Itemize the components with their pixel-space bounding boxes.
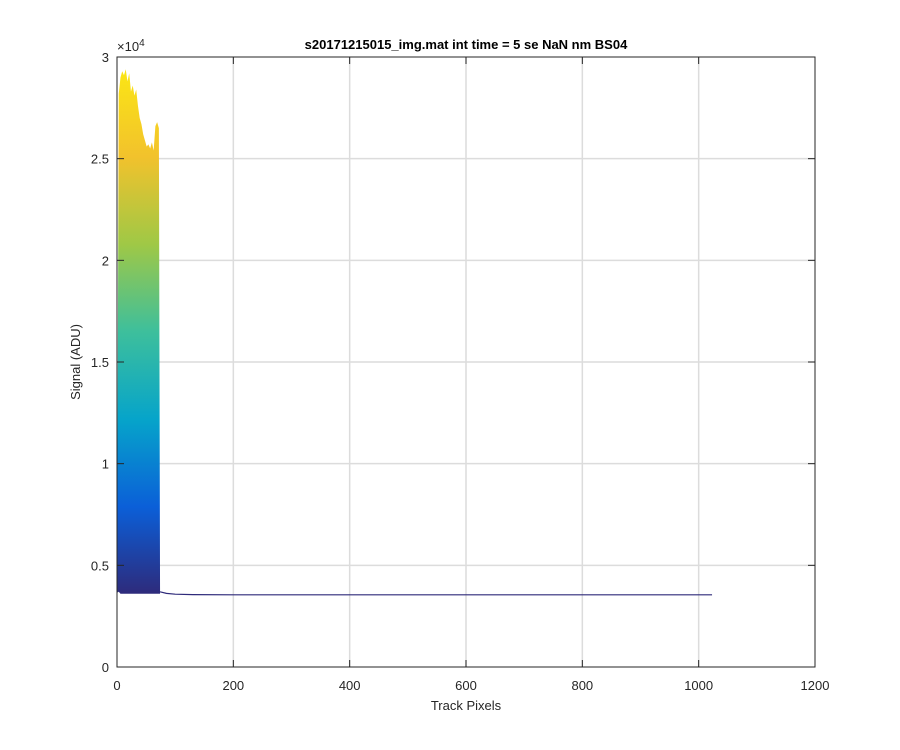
x-tick-label: 0	[113, 678, 120, 693]
x-tick-label: 600	[455, 678, 477, 693]
x-tick-label: 1200	[801, 678, 830, 693]
y-tick-label: 1	[102, 457, 109, 472]
y-exponent-label: ×104	[117, 38, 145, 54]
x-tick-label: 200	[222, 678, 244, 693]
x-tick-label: 800	[571, 678, 593, 693]
y-tick-label: 1.5	[91, 355, 109, 370]
x-axis-label: Track Pixels	[431, 698, 502, 713]
x-tick-label: 400	[339, 678, 361, 693]
tick-labels: 0 200 400 600 800 1000 1200 0 0.5 1 1.5 2 2.5 3	[91, 50, 830, 693]
y-tick-label: 2.5	[91, 152, 109, 167]
signal-baseline-line	[159, 591, 713, 596]
grid	[117, 57, 815, 667]
signal-fill-area	[117, 69, 161, 594]
y-tick-label: 3	[102, 50, 109, 65]
y-tick-label: 0.5	[91, 558, 109, 573]
chart-title: s20171215015_img.mat int time = 5 se NaN…	[305, 37, 628, 52]
y-axis-label: Signal (ADU)	[68, 324, 83, 400]
y-tick-label: 0	[102, 660, 109, 675]
y-exponent-power: 4	[139, 38, 145, 49]
axes	[116, 56, 816, 668]
x-tick-label: 1000	[684, 678, 713, 693]
data-series	[117, 69, 713, 596]
y-tick-label: 2	[102, 253, 109, 268]
